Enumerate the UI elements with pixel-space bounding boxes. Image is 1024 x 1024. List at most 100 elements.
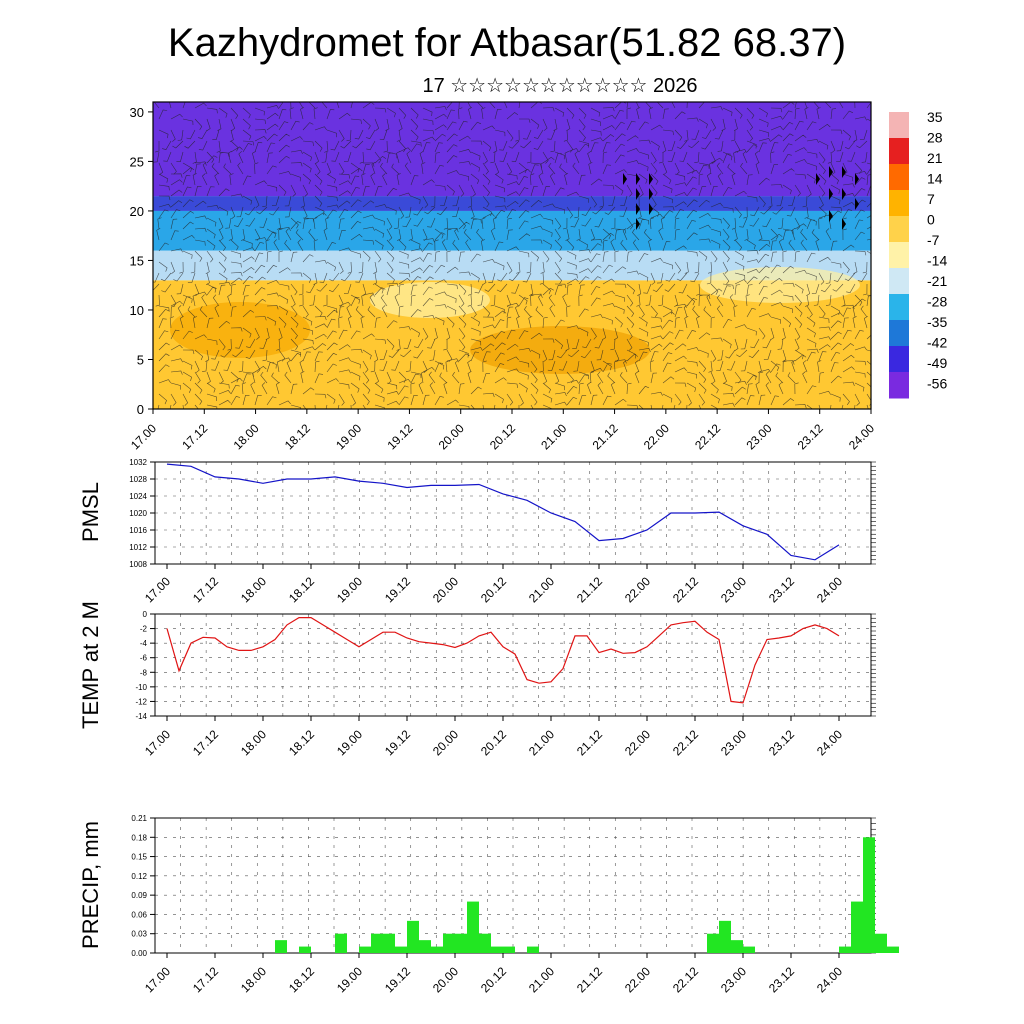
x-tick-label: 17.12 (190, 727, 221, 758)
x-tick-label: 22.00 (641, 421, 672, 452)
x-tick-label: 18.00 (238, 727, 269, 758)
x-tick-label: 23.00 (718, 727, 749, 758)
x-tick-label: 18.12 (286, 574, 317, 605)
precip-bar (887, 946, 899, 953)
cross-section-x-axis: 17.00 17.12 18.00 18.12 19.00 19.12 20.00 20.12… (128, 409, 877, 452)
x-tick-label: 22.00 (622, 574, 653, 605)
wind-pennant (842, 166, 846, 178)
panel-frame (154, 613, 872, 717)
x-tick-label: 19.00 (333, 421, 364, 452)
colorbar-swatch (889, 294, 909, 321)
colorbar-label: 21 (927, 150, 943, 166)
y-tick-label: 1016 (129, 526, 147, 535)
wind-pennant (829, 166, 833, 178)
x-tick-label: 18.12 (286, 727, 317, 758)
precip-bar (719, 920, 731, 953)
x-tick-label: 23.12 (795, 421, 826, 452)
y-tick-label: 15 (130, 253, 144, 268)
y-tick-label: 0.09 (131, 891, 147, 900)
colorbar-swatch (889, 346, 909, 373)
precip-bar (875, 933, 887, 953)
x-tick-label: 22.00 (622, 964, 653, 995)
x-tick-label: 17.00 (142, 574, 173, 605)
precip-bar (479, 933, 491, 953)
x-tick-label: 21.00 (538, 421, 569, 452)
colorbar-label: 7 (927, 191, 935, 207)
precip-bar (839, 946, 851, 953)
x-tick-label: 19.00 (334, 964, 365, 995)
temperature-bands (153, 102, 871, 409)
colorbar-label: -49 (927, 355, 947, 371)
y-tick-label: -12 (135, 697, 147, 706)
colorbar-swatch (889, 112, 909, 139)
x-tick-label: 17.00 (128, 421, 159, 452)
temperature-band (153, 102, 871, 197)
x-tick-label: 17.00 (142, 964, 173, 995)
x-tick-label: 18.12 (282, 421, 313, 452)
y-tick-label: 0.12 (131, 872, 147, 881)
temperature-core (370, 282, 490, 318)
y-tick-label: -4 (140, 639, 148, 648)
x-tick-label: 20.00 (430, 574, 461, 605)
wind-pennant (636, 188, 640, 200)
x-tick-label: 20.12 (478, 964, 509, 995)
precip-bar (455, 933, 467, 953)
precip-bar (359, 946, 371, 953)
colorbar-swatch (889, 216, 909, 243)
colorbar-label: -14 (927, 253, 947, 269)
x-tick-label: 23.12 (766, 964, 797, 995)
x-tick-label: 24.00 (814, 574, 845, 605)
x-tick-label: 22.00 (622, 727, 653, 758)
y-tick-label: 0 (143, 610, 148, 619)
x-tick-label: 21.12 (574, 574, 605, 605)
x-tick-label: 22.12 (692, 421, 723, 452)
colorbar-label: 0 (927, 212, 935, 228)
y-tick-label: 0 (137, 402, 144, 417)
precip-bar (491, 946, 503, 953)
wind-pennant (816, 173, 820, 185)
y-tick-label: -8 (140, 668, 148, 677)
temp-panel: 0 -2 -4 -6 -8 -10 -12 -14 TEMP at 2 M 17.00 17.12 1… (78, 601, 876, 758)
cross-section-panel: 0 5 10 15 20 25 30 17.00 17.12 18.00 18.12 19.00 19… (128, 101, 877, 452)
y-tick-label: 5 (137, 352, 144, 367)
x-tick-label: 19.12 (382, 964, 413, 995)
precip-bar (419, 940, 431, 953)
x-tick-label: 20.12 (487, 421, 518, 452)
colorbar-label: -56 (927, 376, 947, 392)
colorbar-label: 35 (927, 109, 943, 125)
colorbar-label: -42 (927, 335, 947, 351)
x-tick-label: 19.00 (334, 574, 365, 605)
y-tick-label: -10 (135, 683, 147, 692)
wind-pennant (649, 188, 653, 200)
cross-section-y-axis: 0 5 10 15 20 25 30 (130, 105, 153, 417)
colorbar-label: -28 (927, 294, 947, 310)
x-tick-label: 20.12 (478, 574, 509, 605)
x-tick-label: 17.12 (190, 964, 221, 995)
colorbar-label: 14 (927, 171, 943, 187)
wind-pennant (829, 188, 833, 200)
precip-bar (443, 933, 455, 953)
x-tick-label: 21.12 (590, 421, 621, 452)
precip-bar (275, 940, 287, 953)
x-tick-label: 24.00 (814, 964, 845, 995)
x-tick-label: 21.12 (574, 727, 605, 758)
wind-barb-field (153, 102, 871, 409)
colorbar-label: 28 (927, 130, 943, 146)
x-tick-label: 18.00 (238, 574, 269, 605)
precip-bar (863, 837, 875, 953)
y-tick-label: -14 (135, 712, 147, 721)
precip-bar (335, 933, 347, 953)
x-tick-label: 20.00 (430, 727, 461, 758)
x-tick-label: 23.00 (718, 964, 749, 995)
wind-pennant (649, 173, 653, 185)
x-tick-label: 19.12 (382, 727, 413, 758)
x-tick-label: 23.12 (766, 574, 797, 605)
y-tick-label: 1020 (129, 509, 147, 518)
y-tick-label: 1032 (129, 458, 147, 467)
y-axis-label: PRECIP, mm (78, 821, 103, 949)
y-axis-label: TEMP at 2 M (78, 601, 103, 729)
x-tick-label: 17.12 (190, 574, 221, 605)
wind-pennant (636, 173, 640, 185)
